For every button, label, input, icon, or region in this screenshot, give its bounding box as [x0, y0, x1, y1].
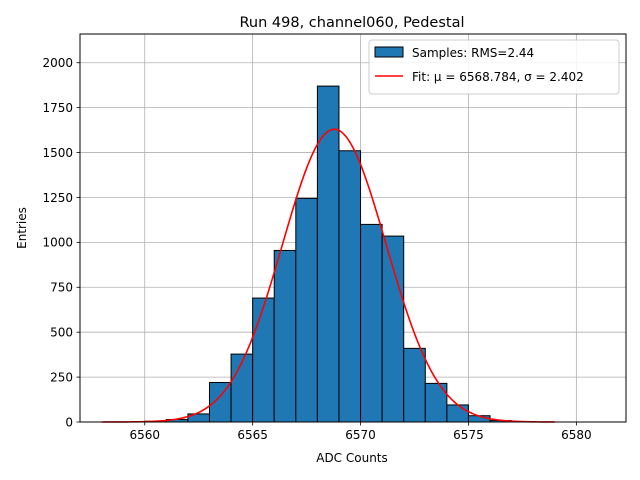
- plot-area: [79, 33, 627, 423]
- histogram-bar: [252, 297, 275, 423]
- legend-samples-swatch: [374, 46, 404, 58]
- y-tick-label: 1250: [42, 191, 73, 205]
- histogram-bar: [403, 347, 426, 423]
- histogram-bar: [360, 223, 383, 423]
- y-axis-label: Entries: [15, 207, 29, 249]
- histogram-bar: [230, 353, 254, 423]
- x-tick-label: 6580: [561, 428, 592, 442]
- x-axis-ticks: 6560 6565 6570 6575 6580: [129, 422, 592, 442]
- histogram-bars: [144, 85, 513, 423]
- histogram-bar: [316, 85, 340, 423]
- x-axis-label: ADC Counts: [316, 451, 388, 465]
- legend-fit-label: Fit: μ = 6568.784, σ = 2.402: [412, 70, 584, 84]
- x-tick-label: 6565: [237, 428, 268, 442]
- y-tick-label: 750: [50, 281, 73, 295]
- y-tick-label: 0: [65, 415, 73, 429]
- y-tick-label: 1500: [42, 146, 73, 160]
- x-tick-label: 6560: [129, 428, 160, 442]
- y-axis-ticks: 0 250 500 750 1000 1250 1500 1750 2000: [42, 56, 80, 429]
- y-tick-label: 1000: [42, 236, 73, 250]
- x-tick-label: 6575: [453, 428, 484, 442]
- histogram-bar: [273, 249, 297, 423]
- legend: Samples: RMS=2.44 Fit: μ = 6568.784, σ =…: [368, 39, 620, 95]
- fit-curve: [101, 128, 555, 423]
- legend-box: [368, 39, 620, 95]
- y-tick-label: 2000: [42, 56, 73, 70]
- y-tick-label: 1750: [42, 101, 73, 115]
- y-tick-label: 500: [50, 325, 73, 339]
- histogram-bar: [338, 150, 362, 423]
- histogram-bar: [381, 235, 405, 423]
- chart-title: Run 498, channel060, Pedestal: [239, 15, 464, 31]
- y-tick-label: 250: [50, 370, 73, 384]
- legend-samples-label: Samples: RMS=2.44: [412, 46, 534, 60]
- x-tick-label: 6570: [345, 428, 376, 442]
- histogram-bar: [295, 197, 318, 423]
- histogram-bar: [446, 404, 469, 423]
- axes-frame: [79, 33, 627, 423]
